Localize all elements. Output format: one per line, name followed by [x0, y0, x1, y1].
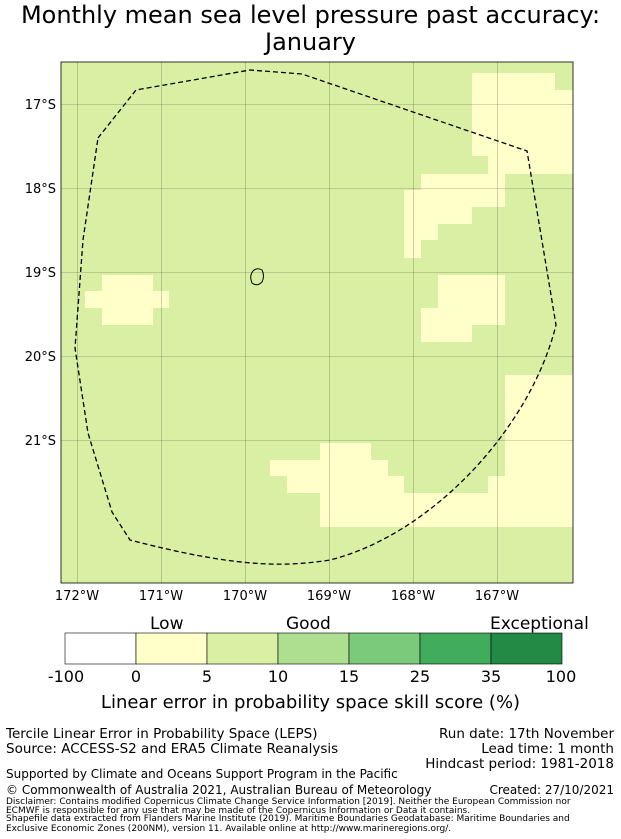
run-date-text: Run date: 17th November	[438, 726, 614, 742]
map-title-line1: Monthly mean sea level pressure past acc…	[20, 1, 601, 29]
map-title-line2: January	[265, 28, 356, 56]
colorbar-category-exceptional: Exceptional	[490, 614, 589, 634]
shapefile-line2: Exclusive Economic Zones (200NM), versio…	[6, 824, 452, 834]
disclaimer-line1: Disclaimer: Contains modified Copernicus…	[6, 797, 571, 807]
colorbar-segment	[135, 632, 208, 665]
colorbar-category-low: Low	[150, 614, 184, 634]
colorbar-segment	[348, 632, 421, 665]
lat-tick-label: 19°S	[25, 266, 56, 281]
lon-tick-label: 170°W	[223, 589, 267, 604]
colorbar-tick-label: 10	[267, 667, 289, 686]
island-outline	[250, 268, 264, 286]
colorbar-tick-label: 25	[409, 667, 431, 686]
colorbar-title: Linear error in probability space skill …	[100, 692, 521, 713]
lat-tick-label: 18°S	[25, 182, 56, 197]
supported-by-text: Supported by Climate and Oceans Support …	[6, 767, 398, 781]
colorbar-tick-label: 0	[130, 667, 142, 686]
colorbar	[64, 632, 563, 665]
map-frame	[60, 61, 574, 584]
low-skill-area-northeast	[472, 73, 573, 190]
lon-tick-label: 169°W	[307, 589, 351, 604]
lat-tick-labels: 17°S 18°S 19°S 20°S 21°S	[25, 98, 56, 449]
lat-tick-label: 20°S	[25, 350, 56, 365]
colorbar-tick-label: 100	[545, 667, 577, 686]
colorbar-category-good: Good	[286, 614, 331, 634]
lon-tick-labels: 172°W 171°W 170°W 169°W 168°W 167°W	[55, 589, 519, 604]
lon-tick-label: 167°W	[475, 589, 519, 604]
low-skill-area-central-east	[421, 275, 505, 342]
lat-tick-label: 17°S	[25, 98, 56, 113]
colorbar-tick-label: -100	[47, 667, 85, 686]
low-skill-area-west	[85, 275, 169, 325]
lon-tick-label: 172°W	[55, 589, 99, 604]
lat-tick-label: 21°S	[25, 434, 56, 449]
disclaimer-line2: ECMWF is responsible for any use that ma…	[6, 806, 471, 816]
colorbar-tick-label: 15	[338, 667, 360, 686]
source-text: Source: ACCESS-S2 and ERA5 Climate Reana…	[6, 741, 339, 757]
colorbar-segment	[64, 632, 137, 665]
colorbar-segment	[419, 632, 492, 665]
copyright-text: © Commonwealth of Australia 2021, Austra…	[6, 783, 432, 797]
low-skill-areas	[85, 73, 573, 527]
graticule	[61, 62, 573, 583]
created-date-text: Created: 27/10/2021	[489, 783, 614, 797]
shapefile-line1: Shapefile data extracted from Flanders M…	[6, 814, 570, 824]
method-text: Tercile Linear Error in Probability Spac…	[6, 726, 318, 742]
colorbar-segment	[490, 632, 563, 665]
low-skill-area-south	[270, 375, 573, 527]
lead-time-text: Lead time: 1 month	[481, 741, 614, 757]
eez-boundary	[74, 69, 557, 565]
lon-tick-label: 171°W	[139, 589, 183, 604]
colorbar-tick-label: 5	[201, 667, 213, 686]
colorbar-segment	[206, 632, 279, 665]
colorbar-tick-label: 35	[480, 667, 502, 686]
lon-tick-label: 168°W	[391, 589, 435, 604]
colorbar-segment	[277, 632, 350, 665]
hindcast-period-text: Hindcast period: 1981-2018	[425, 756, 614, 772]
low-skill-area-east	[404, 174, 505, 258]
